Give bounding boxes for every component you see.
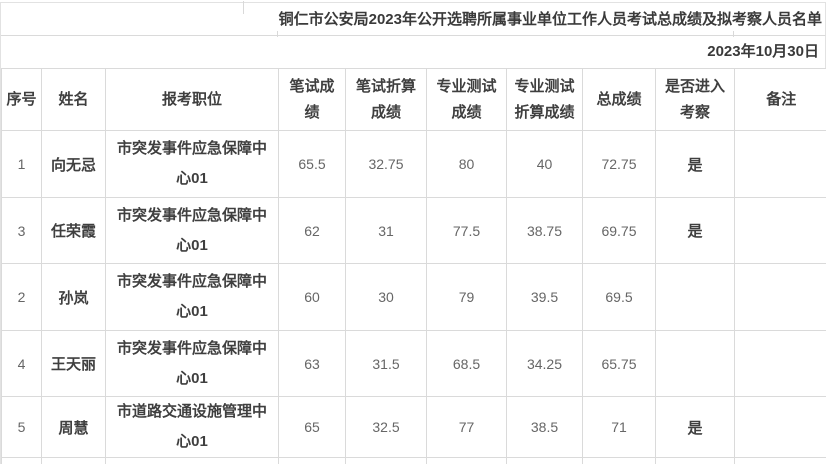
cell-index: 1 (1, 130, 42, 198)
cell-professional-converted: 39.5 (506, 263, 583, 331)
cell-index: 3 (1, 197, 42, 264)
cell-written-converted: 32.5 (345, 396, 427, 458)
gridline-artifact (277, 31, 278, 37)
cell-professional-converted: 40 (506, 130, 583, 198)
cell-written-score: 65.5 (278, 130, 346, 198)
cell-empty (345, 457, 427, 464)
cell-professional-converted: 38.75 (506, 197, 583, 264)
cell-enter-inspection: 是 (655, 197, 735, 264)
cell-enter-inspection: 是 (655, 130, 735, 198)
cell-remarks (734, 197, 826, 264)
column-header-remarks: 备注 (734, 68, 826, 131)
cell-name: 王天丽 (41, 330, 106, 397)
cell-name: 向无忌 (41, 130, 106, 198)
cell-total-score: 65.75 (582, 330, 656, 397)
cell-name: 任荣霞 (41, 197, 106, 264)
column-header-position: 报考职位 (105, 68, 279, 131)
cell-total-score: 69.5 (582, 263, 656, 331)
cell-professional-score: 77.5 (426, 197, 507, 264)
cell-professional-converted: 38.5 (506, 396, 583, 458)
cell-remarks (734, 263, 826, 331)
gridline-artifact (733, 31, 734, 37)
cell-written-score: 62 (278, 197, 346, 264)
cell-total-score: 71 (582, 396, 656, 458)
page-title: 铜仁市公安局2023年公开选聘所属事业单位工作人员考试总成绩及拟考察人员名单 (1, 3, 826, 36)
cell-professional-score: 68.5 (426, 330, 507, 397)
cell-position: 市突发事件应急保障中心01 (105, 330, 279, 397)
cell-written-converted: 31.5 (345, 330, 427, 397)
table-row: 5 周慧 市道路交通设施管理中心01 65 32.5 77 38.5 71 是 (1, 396, 826, 458)
column-header-total-score: 总成绩 (582, 68, 656, 131)
column-header-written-score: 笔试成绩 (278, 68, 346, 131)
score-table: 序号 姓名 报考职位 笔试成绩 笔试折算 成绩 专业测试 成绩 专业测试 折算成… (1, 68, 826, 464)
cell-remarks (734, 330, 826, 397)
cell-remarks (734, 396, 826, 458)
cell-empty (105, 457, 279, 464)
cell-written-converted: 30 (345, 263, 427, 331)
column-header-enter-inspection: 是否进入 考察 (655, 68, 735, 131)
cell-written-score: 65 (278, 396, 346, 458)
table-row: 4 王天丽 市突发事件应急保障中心01 63 31.5 68.5 34.25 6… (1, 330, 826, 397)
cell-enter-inspection: 是 (655, 396, 735, 458)
cell-position: 市突发事件应急保障中心01 (105, 263, 279, 331)
column-header-written-converted: 笔试折算 成绩 (345, 68, 427, 131)
table-row: 1 向无忌 市突发事件应急保障中心01 65.5 32.75 80 40 72.… (1, 130, 826, 198)
date-label: 2023年10月30日 (1, 36, 826, 68)
table-row: 2 孙岚 市突发事件应急保障中心01 60 30 79 39.5 69.5 (1, 263, 826, 331)
cell-written-converted: 32.75 (345, 130, 427, 198)
column-header-professional-score: 专业测试 成绩 (426, 68, 507, 131)
cell-empty (426, 457, 507, 464)
cell-total-score: 69.75 (582, 197, 656, 264)
cell-professional-score: 80 (426, 130, 507, 198)
column-header-name: 姓名 (41, 68, 106, 131)
cell-empty (582, 457, 656, 464)
column-header-professional-converted: 专业测试 折算成绩 (506, 68, 583, 131)
table-row: 3 任荣霞 市突发事件应急保障中心01 62 31 77.5 38.75 69.… (1, 197, 826, 264)
cell-empty (1, 457, 42, 464)
header-row: 序号 姓名 报考职位 笔试成绩 笔试折算 成绩 专业测试 成绩 专业测试 折算成… (1, 68, 826, 131)
cell-position: 市道路交通设施管理中心01 (105, 396, 279, 458)
gridline-artifact (243, 1, 244, 14)
cell-remarks (734, 130, 826, 198)
cell-empty (655, 457, 735, 464)
cell-index: 2 (1, 263, 42, 331)
cell-total-score: 72.75 (582, 130, 656, 198)
column-header-index: 序号 (1, 68, 42, 131)
cell-position: 市突发事件应急保障中心01 (105, 197, 279, 264)
cell-index: 4 (1, 330, 42, 397)
cell-position: 市突发事件应急保障中心01 (105, 130, 279, 198)
cell-empty (278, 457, 346, 464)
cell-enter-inspection (655, 330, 735, 397)
cell-professional-score: 79 (426, 263, 507, 331)
cell-written-converted: 31 (345, 197, 427, 264)
cell-name: 周慧 (41, 396, 106, 458)
cell-professional-converted: 34.25 (506, 330, 583, 397)
cell-written-score: 60 (278, 263, 346, 331)
cell-empty (734, 457, 826, 464)
cell-empty (506, 457, 583, 464)
partial-next-row (1, 457, 826, 464)
cell-empty (41, 457, 106, 464)
cell-written-score: 63 (278, 330, 346, 397)
cell-enter-inspection (655, 263, 735, 331)
cell-index: 5 (1, 396, 42, 458)
cell-name: 孙岚 (41, 263, 106, 331)
cell-professional-score: 77 (426, 396, 507, 458)
